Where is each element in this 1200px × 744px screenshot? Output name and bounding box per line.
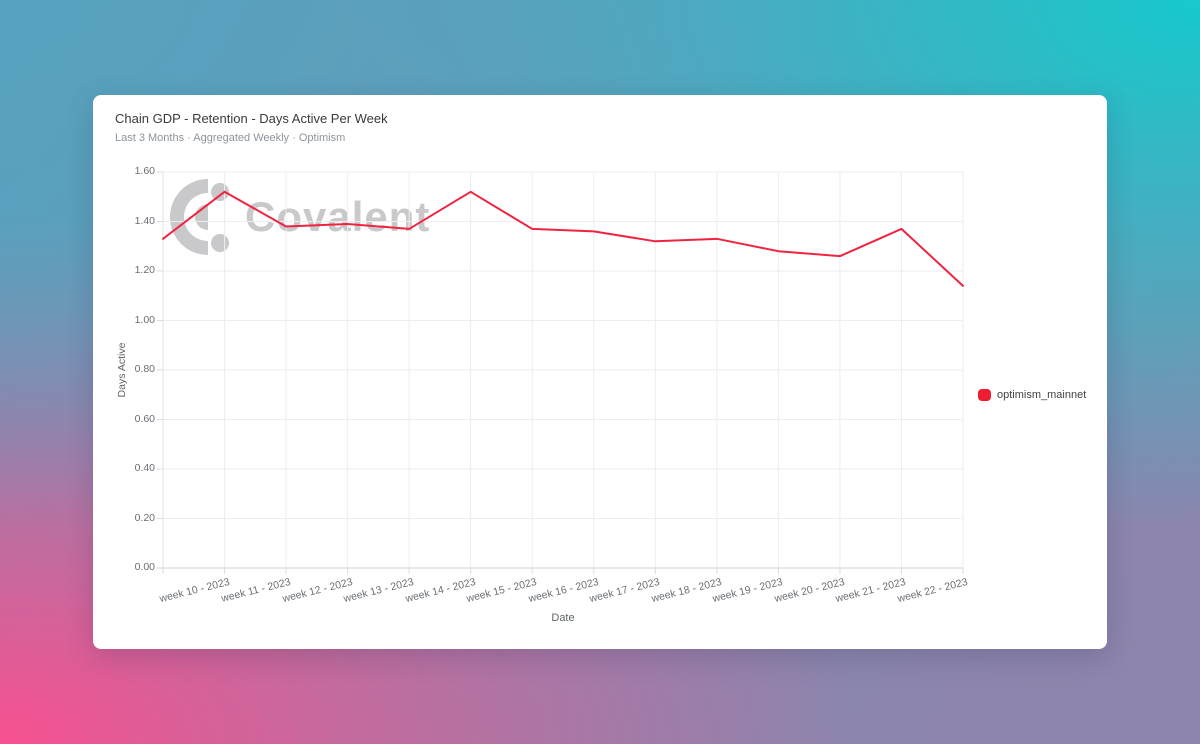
covalent-logo-icon — [170, 179, 229, 255]
y-tick-label: 1.00 — [134, 313, 155, 326]
y-tick-label: 1.20 — [134, 264, 155, 276]
chart-line-series — [162, 190, 964, 287]
y-tick-label: 0.60 — [134, 412, 155, 425]
chart-card: Chain GDP - Retention - Days Active Per … — [93, 95, 1107, 649]
y-tick-label: 1.60 — [134, 165, 155, 177]
chart-title: Chain GDP - Retention - Days Active Per … — [115, 111, 388, 126]
legend-item-optimism-mainnet[interactable]: optimism_mainnet — [978, 389, 1086, 401]
plot-area[interactable]: Covalent Days Active Date 0.00 0.20 0.40 0.… — [116, 165, 969, 624]
y-tick-label: 0.80 — [134, 363, 155, 375]
covalent-watermark: Covalent — [170, 179, 430, 255]
y-tick-label: 0.00 — [134, 561, 155, 573]
legend-color-marker — [978, 389, 991, 401]
chart-grid — [157, 171, 964, 574]
legend-label: optimism_mainnet — [997, 389, 1087, 401]
covalent-watermark-text: Covalent — [245, 193, 430, 240]
y-tick-label: 1.40 — [134, 214, 155, 227]
y-tick-label: 0.20 — [134, 511, 155, 524]
x-axis-title: Date — [551, 612, 575, 624]
chart-subtitle: Last 3 Months · Aggregated Weekly · Opti… — [115, 132, 346, 144]
y-tick-label: 0.40 — [134, 462, 155, 474]
